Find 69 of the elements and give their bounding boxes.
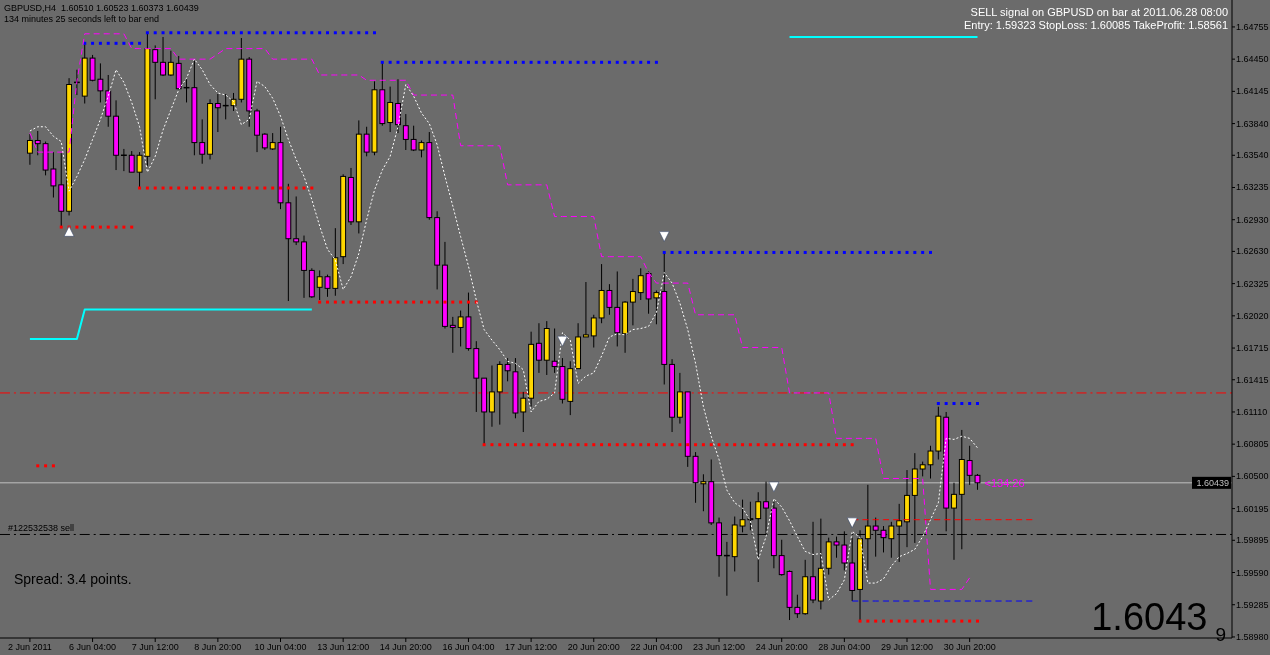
x-tick-label: 16 Jun 04:00: [442, 642, 495, 652]
y-tick-label: 1.62020: [1236, 310, 1269, 321]
y-tick-label: 1.62325: [1236, 278, 1269, 289]
x-tick-label: 28 Jun 04:00: [818, 642, 871, 652]
point: [768, 481, 780, 493]
candlestick: [590, 314, 597, 349]
candlestick: [395, 78, 401, 134]
candlestick: [536, 322, 542, 374]
candlestick: [504, 357, 511, 382]
candlestick: [489, 364, 495, 428]
candlestick: [34, 130, 41, 156]
y-tick-label: 1.64755: [1236, 21, 1269, 32]
ref-line-label: 1.60439: [1196, 477, 1229, 488]
candlestick: [199, 118, 206, 165]
x-tick-label: 17 Jun 12:00: [505, 642, 558, 652]
y-tick-label: 1.59895: [1236, 535, 1269, 546]
y-tick-label: 1.60195: [1236, 503, 1269, 514]
point: [846, 517, 858, 529]
annotation: <134:26: [984, 476, 1025, 489]
x-tick-label: 7 Jun 12:00: [131, 642, 179, 652]
candlestick: [152, 44, 159, 100]
y-tick-label: 1.61110: [1236, 406, 1268, 417]
candlestick: [293, 195, 300, 246]
x-tick-label: 14 Jun 20:00: [379, 642, 432, 652]
candlestick: [160, 36, 166, 77]
y-tick-label: 1.64145: [1236, 86, 1269, 97]
x-tick-label: 30 Jun 20:00: [943, 642, 996, 652]
candlestick: [214, 93, 221, 133]
point: [557, 335, 568, 347]
y-tick-label: 1.63840: [1236, 118, 1269, 129]
y-tick-label: 1.63235: [1236, 182, 1269, 193]
x-tick-label: 24 Jun 20:00: [755, 642, 808, 652]
x-tick-label: 23 Jun 12:00: [693, 642, 746, 652]
text: 134 minutes 25 seconds left to bar end: [4, 14, 160, 24]
candlestick: [629, 278, 636, 326]
y-tick-label: 1.64450: [1236, 54, 1269, 65]
annotation: Entry: 1.59323 StopLoss: 1.60085 TakeProfit: 1.58561: [964, 19, 1228, 31]
x-tick-label: 20 Jun 20:00: [567, 642, 620, 652]
x-tick-label: 2 Jun 2011: [7, 642, 52, 652]
annotation: SELL signal on GBPUSD on bar at 2011.06.28 08:00: [970, 6, 1228, 18]
candlestick: [26, 133, 33, 166]
y-tick-label: 1.61715: [1236, 343, 1269, 354]
x-tick-label: 10 Jun 04:00: [254, 642, 307, 652]
y-tick-label: 1.61415: [1236, 374, 1269, 385]
candlestick: [167, 50, 174, 77]
x-tick-label: 8 Jun 20:00: [194, 642, 242, 652]
y-tick-label: 1.63540: [1236, 150, 1269, 161]
y-tick-label: 1.59590: [1236, 567, 1269, 578]
y-tick-label: 1.60805: [1236, 439, 1269, 450]
annotation: 1.6043$_{9}$: [1091, 596, 1226, 645]
y-tick-label: 1.62630: [1236, 246, 1269, 257]
x-tick-label: 22 Jun 04:00: [630, 642, 683, 652]
y-tick-label: 1.58980: [1236, 631, 1269, 642]
candlestick: [449, 316, 456, 354]
candlestick: [583, 281, 589, 338]
x-tick-label: 6 Jun 04:00: [69, 642, 117, 652]
y-tick-label: 1.62930: [1236, 214, 1269, 225]
point: [63, 226, 75, 237]
chart-title: GBPUSD,H4 1.60510 1.60523 1.60373 1.60439: [4, 3, 199, 13]
y-tick-label: 1.60500: [1236, 471, 1269, 482]
candlestick: [402, 113, 409, 151]
y-tick-label: 1.59285: [1236, 599, 1269, 610]
x-tick-label: 13 Jun 12:00: [317, 642, 370, 652]
x-tick-label: 29 Jun 12:00: [880, 642, 934, 652]
ref-line-label: #122532538 sell: [8, 523, 75, 534]
candlestick: [387, 86, 394, 133]
candlestick: [637, 267, 644, 301]
annotation: Spread: 3.4 points.: [14, 571, 132, 587]
point: [658, 231, 670, 242]
